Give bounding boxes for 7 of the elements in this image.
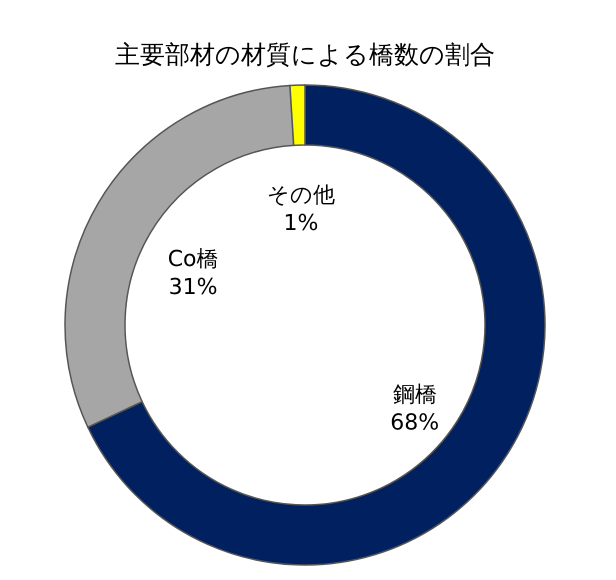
slice-label: Co橋 <box>168 246 219 272</box>
data-label: 1% <box>283 211 318 236</box>
data-label: 31% <box>168 274 218 300</box>
slice-label: その他 <box>266 183 335 208</box>
data-label: 68% <box>390 410 440 436</box>
chart-title: 主要部材の材質による橋数の割合 <box>115 40 495 69</box>
slice-label: 鋼橋 <box>392 382 437 408</box>
